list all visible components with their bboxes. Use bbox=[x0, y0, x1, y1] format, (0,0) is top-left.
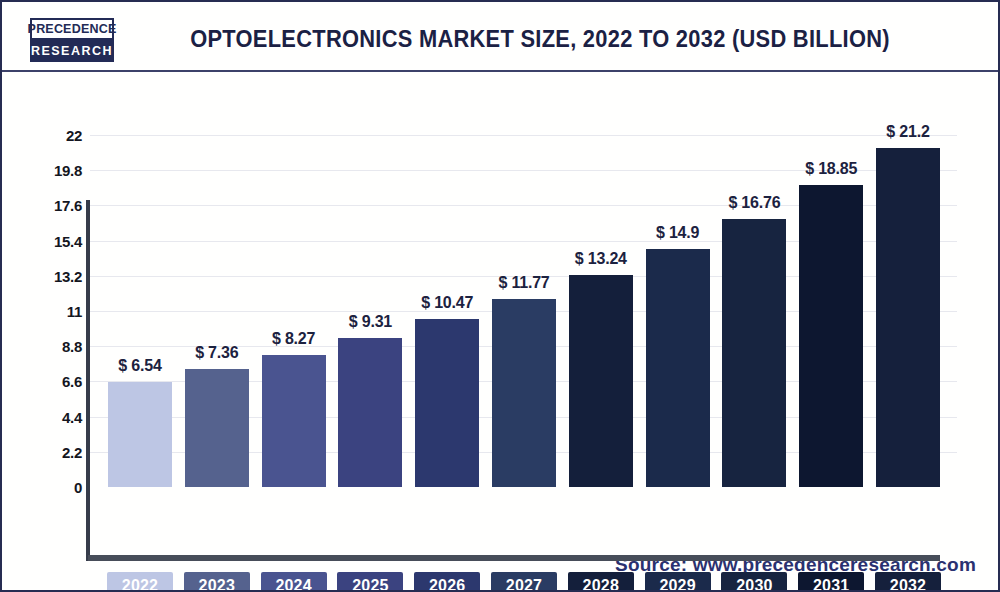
y-tick-label: 4.4 bbox=[22, 408, 82, 425]
bar bbox=[185, 369, 249, 487]
bar-value-label: $ 7.36 bbox=[195, 344, 238, 362]
bar-value-label: $ 9.31 bbox=[349, 313, 392, 331]
bar-value-label: $ 14.9 bbox=[656, 224, 699, 242]
chart-area: 0 2.2 4.4 6.6 8.8 11 13.2 15.4 17.6 19.8 22 $ 6.54 2… bbox=[2, 72, 1000, 592]
logo-research-text: RESEARCH bbox=[30, 40, 114, 62]
y-tick-label: 13.2 bbox=[22, 267, 82, 284]
bar-value-label: $ 10.47 bbox=[421, 294, 473, 312]
y-tick-label: 17.6 bbox=[22, 197, 82, 214]
x-tick-label: 2022 bbox=[107, 572, 173, 592]
bar bbox=[338, 338, 402, 487]
gridline bbox=[90, 135, 957, 136]
y-tick-label: 8.8 bbox=[22, 338, 82, 355]
bar-value-label: $ 21.2 bbox=[886, 123, 929, 141]
bar bbox=[722, 219, 786, 487]
y-tick-label: 11 bbox=[22, 303, 82, 320]
y-tick-label: 2.2 bbox=[22, 443, 82, 460]
bar-value-label: $ 8.27 bbox=[272, 330, 315, 348]
x-tick-label: 2026 bbox=[414, 572, 480, 592]
bar bbox=[108, 382, 172, 487]
bar bbox=[569, 275, 633, 487]
bar bbox=[646, 249, 710, 487]
x-tick-label: 2032 bbox=[875, 572, 941, 592]
x-tick-label: 2023 bbox=[184, 572, 250, 592]
bar-value-label: $ 18.85 bbox=[805, 160, 857, 178]
x-tick-label: 2024 bbox=[261, 572, 327, 592]
y-tick-label: 0 bbox=[22, 479, 82, 496]
bar-value-label: $ 6.54 bbox=[118, 357, 161, 375]
x-tick-label: 2027 bbox=[491, 572, 557, 592]
bar bbox=[492, 299, 556, 487]
y-tick-label: 6.6 bbox=[22, 373, 82, 390]
y-tick-label: 15.4 bbox=[22, 232, 82, 249]
bar bbox=[799, 185, 863, 487]
y-axis-spine bbox=[86, 200, 90, 561]
header: PRECEDENCE RESEARCH OPTOELECTRONICS MARK… bbox=[2, 2, 998, 72]
bar bbox=[262, 355, 326, 487]
logo-precedence-text: PRECEDENCE bbox=[30, 18, 114, 40]
bar-value-label: $ 13.24 bbox=[575, 250, 627, 268]
bar-value-label: $ 11.77 bbox=[498, 274, 549, 292]
x-tick-label: 2025 bbox=[337, 572, 403, 592]
y-tick-label: 22 bbox=[22, 127, 82, 144]
x-tick-label: 2028 bbox=[568, 572, 634, 592]
x-tick-label: 2031 bbox=[798, 572, 864, 592]
x-tick-label: 2030 bbox=[721, 572, 787, 592]
bar bbox=[415, 319, 479, 487]
chart-title: OPTOELECTRONICS MARKET SIZE, 2022 TO 203… bbox=[143, 26, 937, 53]
x-axis-baseline bbox=[88, 555, 940, 561]
precedence-research-logo: PRECEDENCE RESEARCH bbox=[30, 18, 114, 62]
bar-value-label: $ 16.76 bbox=[728, 194, 780, 212]
page-root: PRECEDENCE RESEARCH OPTOELECTRONICS MARK… bbox=[0, 0, 1000, 592]
bar bbox=[876, 148, 940, 487]
x-tick-label: 2029 bbox=[645, 572, 711, 592]
y-tick-label: 19.8 bbox=[22, 162, 82, 179]
